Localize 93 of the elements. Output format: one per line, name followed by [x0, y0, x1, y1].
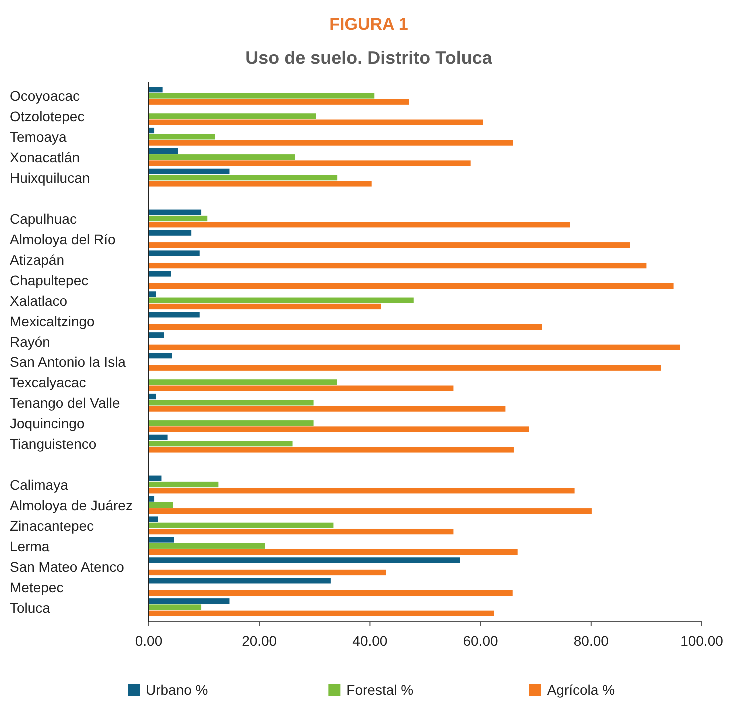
y-tick-label: Texcalyacac	[10, 374, 86, 391]
bar	[149, 134, 216, 140]
bar	[149, 210, 202, 216]
y-tick-label: Capulhuac	[10, 211, 77, 227]
x-tick-label: 100.00	[680, 633, 724, 649]
bar	[149, 344, 680, 350]
bar	[149, 160, 471, 166]
y-tick-label: Lerma	[10, 538, 50, 554]
bar	[149, 488, 575, 494]
y-tick-label: Otzolotepec	[10, 108, 85, 125]
x-tick-label: 20.00	[242, 633, 278, 649]
legend-label: Agrícola %	[547, 682, 616, 698]
x-tick-label: 60.00	[463, 633, 499, 649]
bar	[149, 502, 174, 508]
legend-label: Urbano %	[146, 682, 208, 698]
y-tick-label: Rayón	[10, 334, 50, 350]
y-tick-label: Xonacatlán	[10, 150, 80, 166]
bar	[149, 242, 630, 248]
y-tick-label: San Antonio la Isla	[10, 354, 126, 370]
bar	[149, 175, 338, 181]
x-tick-label: 0.00	[135, 633, 163, 649]
bar	[149, 250, 200, 256]
y-tick-label: San Mateo Atenco	[10, 558, 125, 575]
bar	[149, 447, 514, 453]
bar	[149, 537, 174, 543]
y-tick-label: Ocoyoacac	[10, 88, 80, 104]
bar	[149, 516, 158, 522]
bar	[149, 406, 506, 412]
bar	[149, 522, 334, 528]
y-tick-label: Chapultepec	[10, 272, 89, 288]
bar	[149, 298, 414, 304]
bar	[149, 434, 168, 441]
bar	[149, 400, 314, 406]
legend-label: Forestal %	[346, 682, 414, 698]
bar	[149, 120, 484, 126]
bar	[149, 181, 372, 187]
y-tick-label: Toluca	[10, 600, 51, 616]
bar	[149, 168, 230, 175]
bar	[149, 386, 454, 392]
bar	[149, 570, 386, 576]
bar	[149, 292, 156, 298]
bar	[149, 353, 172, 359]
bar	[149, 543, 266, 549]
bar	[149, 114, 316, 120]
y-tick-label: Almoloya del Río	[10, 231, 116, 248]
y-tick-label: Tenango del Valle	[10, 395, 120, 412]
bar	[149, 283, 674, 290]
bar	[149, 482, 219, 488]
bar	[149, 426, 530, 432]
bar	[149, 604, 202, 610]
bar	[149, 216, 208, 222]
y-tick-label: Metepec	[10, 579, 64, 596]
bar	[149, 610, 494, 616]
y-tick-label: Calimaya	[10, 477, 69, 493]
bar	[149, 230, 192, 236]
bar	[149, 148, 178, 154]
bar	[149, 380, 338, 386]
chart-subtitle: Uso de suelo. Distrito Toluca	[246, 48, 494, 68]
bar	[149, 476, 162, 482]
y-tick-label: Xalatlaco	[10, 292, 68, 309]
bar	[149, 508, 592, 514]
bar	[149, 93, 375, 99]
bar	[149, 332, 164, 338]
bar	[149, 154, 295, 160]
bar	[149, 99, 410, 105]
x-tick-label: 40.00	[352, 633, 388, 649]
y-tick-label: Zinacantepec	[10, 518, 94, 534]
chart-title: FIGURA 1	[330, 15, 408, 34]
x-tick-label: 80.00	[574, 633, 610, 649]
bar	[149, 441, 293, 447]
bar	[149, 549, 518, 556]
bar	[149, 324, 542, 330]
bar	[149, 87, 163, 93]
y-tick-label: Joquincingo	[10, 416, 85, 432]
y-tick-label: Mexicaltzingo	[10, 313, 96, 330]
bar	[149, 271, 172, 277]
bar	[149, 222, 570, 228]
bar	[149, 558, 460, 564]
y-tick-label: Tianguistenco	[10, 436, 97, 452]
bar	[149, 590, 513, 596]
bar	[149, 578, 331, 584]
bar	[149, 312, 200, 318]
bar	[149, 598, 230, 604]
y-tick-label: Temoaya	[10, 129, 68, 146]
y-tick-label: Huixquilucan	[10, 170, 90, 186]
bar	[149, 365, 662, 371]
bar	[149, 528, 454, 535]
y-tick-label: Atizapán	[10, 252, 64, 268]
bar	[149, 140, 514, 146]
bar	[149, 262, 647, 269]
bar	[149, 420, 314, 426]
y-tick-label: Almoloya de Juárez	[10, 497, 133, 514]
bar	[149, 304, 382, 310]
